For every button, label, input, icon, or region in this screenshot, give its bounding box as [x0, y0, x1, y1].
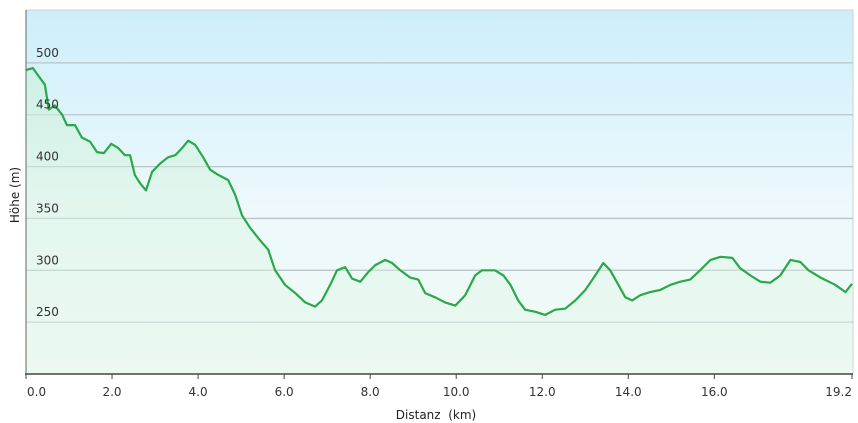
y-tick-label: 450 — [36, 98, 59, 112]
y-tick-label: 300 — [36, 253, 59, 267]
x-tick-label: 6.0 — [275, 385, 294, 399]
x-tick-label: 12.0 — [529, 385, 556, 399]
y-axis-label: Höhe (m) — [8, 167, 22, 223]
x-tick-label: 14.0 — [615, 385, 642, 399]
y-tick-label: 500 — [36, 46, 59, 60]
x-tick-label: 2.0 — [102, 385, 121, 399]
x-axis-label: Distanz (km) — [396, 408, 476, 422]
x-tick-label: 16.0 — [701, 385, 728, 399]
elevation-line — [25, 67, 853, 316]
x-tick-label: 0.0 — [27, 385, 46, 399]
y-tick-label: 250 — [36, 305, 59, 319]
x-tick-label: 4.0 — [189, 385, 208, 399]
x-tick-label: 10.0 — [443, 385, 470, 399]
elevation-area — [26, 68, 852, 374]
x-tick-label: 19.2 — [825, 385, 852, 399]
y-tick-label: 350 — [36, 201, 59, 215]
y-tick-label: 400 — [36, 150, 59, 164]
x-tick-label: 8.0 — [361, 385, 380, 399]
